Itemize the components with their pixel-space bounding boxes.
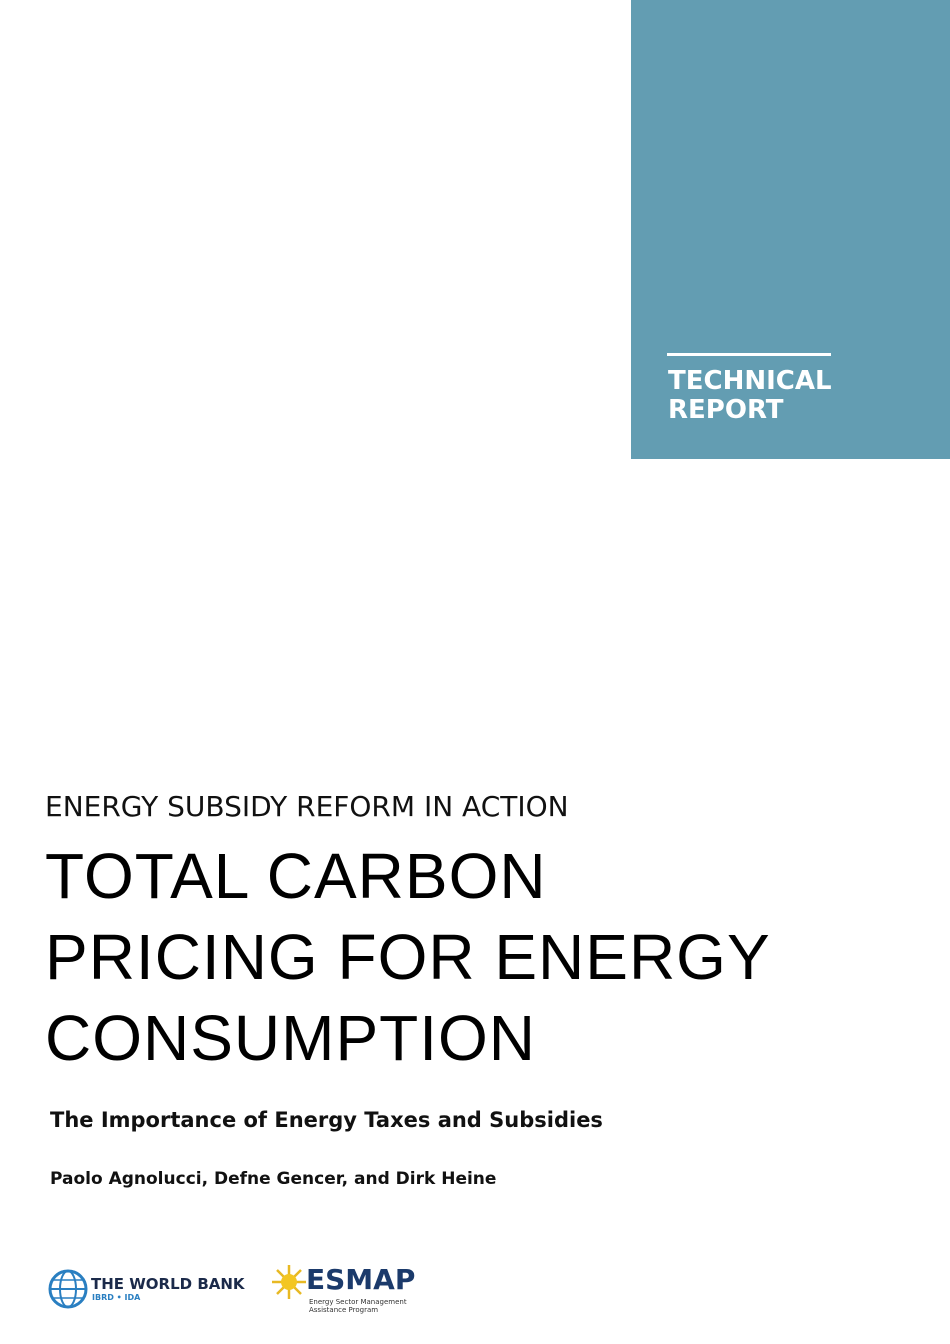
title-line: TOTAL CARBON <box>45 840 547 912</box>
title-line: PRICING FOR ENERGY <box>45 921 771 993</box>
badge-rule <box>667 353 831 356</box>
logo-subtitle: Assistance Program <box>309 1306 379 1314</box>
world-bank-globe <box>48 1269 88 1309</box>
authors: Paolo Agnolucci, Defne Gencer, and Dirk … <box>50 1169 497 1189</box>
subtitle: The Importance of Energy Taxes and Subsi… <box>50 1108 603 1132</box>
logo-subtitle: IBRD • IDA <box>92 1293 141 1302</box>
logo-subtitle: Energy Sector Management <box>309 1298 407 1306</box>
esmap-sun <box>272 1265 306 1299</box>
title-line: CONSUMPTION <box>45 1002 536 1074</box>
logo-name: ESMAP <box>306 1263 416 1296</box>
logo-name: THE WORLD BANK <box>91 1275 245 1293</box>
report-badge <box>631 0 950 459</box>
series-title: ENERGY SUBSIDY REFORM IN ACTION <box>45 790 569 823</box>
badge-text: REPORT <box>668 395 784 425</box>
badge-text: TECHNICAL <box>668 366 832 396</box>
